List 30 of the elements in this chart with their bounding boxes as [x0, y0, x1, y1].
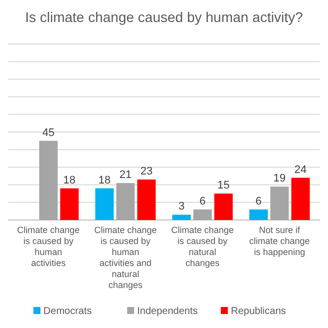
data-label: 15 — [217, 180, 230, 192]
bar — [291, 178, 310, 220]
bar — [39, 140, 58, 220]
data-label: 6 — [199, 195, 206, 208]
legend-label: Democrats — [43, 306, 92, 317]
data-label: 21 — [119, 169, 132, 182]
x-tick-label: Not sure if climate change is happening — [249, 225, 310, 257]
bar — [214, 194, 233, 220]
x-tick-label: Climate change is caused by natural changes — [171, 225, 234, 268]
data-label: 24 — [294, 164, 307, 176]
data-label: 3 — [178, 200, 185, 213]
bar — [137, 180, 156, 220]
chart-title: Is climate change caused by human activity? — [25, 9, 304, 25]
x-tick-label: Climate change is caused by human activities — [17, 225, 80, 268]
legend-label: Independents — [137, 306, 198, 317]
data-label: 18 — [98, 174, 111, 186]
bar — [249, 209, 268, 220]
bar — [193, 209, 212, 220]
data-label: 45 — [42, 126, 55, 139]
data-label: 6 — [256, 195, 262, 208]
data-label: 18 — [63, 174, 76, 186]
bar — [116, 183, 135, 220]
data-label: 19 — [273, 172, 286, 185]
data-label: 23 — [140, 166, 153, 178]
bar — [270, 186, 289, 220]
bar — [95, 188, 114, 220]
legend-label: Republicans — [230, 306, 286, 317]
bar — [60, 188, 79, 220]
x-tick-label: Climate change is caused by human activities and natural changes — [94, 225, 157, 290]
bar — [172, 214, 191, 220]
